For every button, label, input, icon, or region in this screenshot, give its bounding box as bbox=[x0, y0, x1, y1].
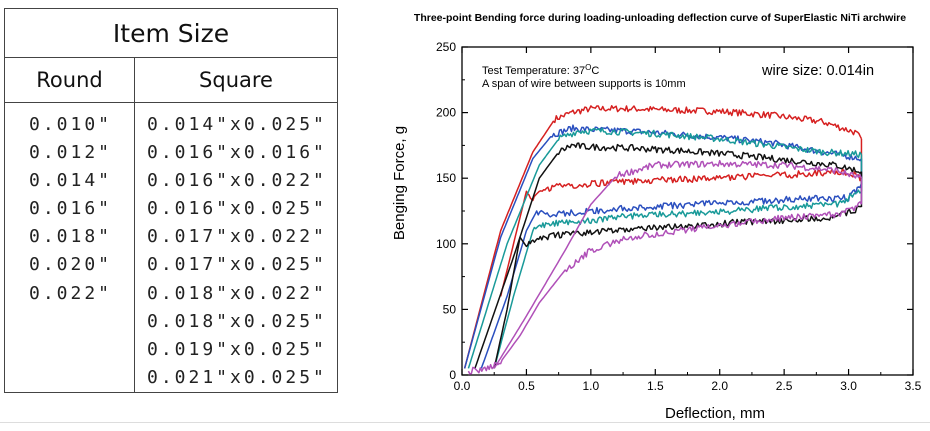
series-4 bbox=[474, 142, 863, 369]
series-3-unloading-line bbox=[493, 189, 862, 369]
series-5-unloading-line bbox=[467, 201, 863, 375]
round-size-item: 0.022" bbox=[29, 282, 113, 304]
temperature-prefix: Test Temperature: 37 bbox=[482, 65, 585, 77]
round-size-item: 0.020" bbox=[29, 254, 113, 276]
square-size-item: 0.021"x0.025" bbox=[147, 366, 327, 388]
square-size-item: 0.018"x0.025" bbox=[147, 310, 327, 332]
annotation-temperature: Test Temperature: 37OC bbox=[482, 63, 599, 77]
square-size-item: 0.016"x0.016" bbox=[147, 142, 327, 164]
series-4-unloading-line bbox=[493, 205, 862, 369]
y-axis-ticks: 0 50 100 150 200 250 bbox=[436, 40, 913, 382]
round-size-item: 0.016" bbox=[29, 198, 113, 220]
y-tick-label: 200 bbox=[436, 106, 456, 120]
x-tick-label: 1.5 bbox=[647, 379, 664, 393]
round-size-item: 0.018" bbox=[29, 226, 113, 248]
series-4-loading-line bbox=[474, 142, 863, 369]
degree-symbol: O bbox=[585, 63, 591, 72]
column-header-square: Square bbox=[134, 57, 338, 103]
round-size-item: 0.014" bbox=[29, 170, 113, 192]
series-3-loading-line bbox=[467, 127, 863, 369]
y-tick-label: 100 bbox=[436, 237, 456, 251]
square-size-item: 0.019"x0.025" bbox=[147, 338, 327, 360]
series-layer bbox=[463, 105, 863, 375]
round-size-list: 0.010" 0.012" 0.014" 0.016" 0.018" 0.020" 0.02… bbox=[5, 103, 134, 308]
series-5-loading-line bbox=[493, 159, 863, 369]
x-tick-label: 2.0 bbox=[711, 379, 728, 393]
x-tick-label: 3.5 bbox=[905, 379, 922, 393]
item-size-table: Item Size Round Square 0.010" 0.012" 0.014… bbox=[4, 8, 338, 393]
square-size-item: 0.014"x0.025" bbox=[147, 114, 327, 135]
round-size-item: 0.010" bbox=[29, 114, 113, 135]
square-size-item: 0.017"x0.022" bbox=[147, 226, 327, 248]
x-axis-ticks: 0.0 0.5 1.0 1.5 2.0 2.5 3.0 3.5 bbox=[454, 47, 922, 393]
y-tick-label: 250 bbox=[436, 40, 456, 54]
square-sizes-cell: 0.014"x0.025" 0.016"x0.016" 0.016"x0.022" 0… bbox=[134, 102, 338, 393]
annotation-span: A span of wire between supports is 10mm bbox=[482, 78, 686, 90]
series-2-unloading-line bbox=[480, 182, 863, 369]
x-tick-label: 0.0 bbox=[454, 379, 471, 393]
y-axis-label: Benging Force, g bbox=[391, 126, 408, 240]
series-1-unloading-line bbox=[499, 168, 863, 297]
x-tick-label: 1.0 bbox=[583, 379, 600, 393]
round-size-item: 0.012" bbox=[29, 142, 113, 164]
bottom-divider bbox=[0, 422, 930, 423]
x-tick-label: 3.0 bbox=[840, 379, 857, 393]
square-size-item: 0.016"x0.022" bbox=[147, 170, 327, 192]
series-5 bbox=[467, 159, 863, 375]
square-size-item: 0.016"x0.025" bbox=[147, 198, 327, 220]
temperature-unit: C bbox=[591, 65, 599, 77]
column-header-round: Round bbox=[4, 57, 135, 103]
bending-force-chart: Three-point Bending force during loading… bbox=[391, 12, 922, 422]
y-tick-label: 0 bbox=[449, 368, 456, 382]
x-tick-label: 2.5 bbox=[776, 379, 793, 393]
chart-title: Three-point Bending force during loading… bbox=[414, 12, 906, 24]
series-2-loading-line bbox=[463, 124, 863, 369]
square-size-item: 0.017"x0.025" bbox=[147, 254, 327, 276]
x-axis-label: Deflection, mm bbox=[665, 405, 765, 422]
square-size-list: 0.014"x0.025" 0.016"x0.016" 0.016"x0.022" 0… bbox=[135, 103, 337, 392]
round-sizes-cell: 0.010" 0.012" 0.014" 0.016" 0.018" 0.020" 0.02… bbox=[4, 102, 135, 393]
y-tick-label: 150 bbox=[436, 171, 456, 185]
series-1-loading-line bbox=[463, 105, 863, 369]
x-tick-label: 0.5 bbox=[518, 379, 535, 393]
table-title: Item Size bbox=[4, 8, 338, 58]
annotation-wire-size: wire size: 0.014in bbox=[761, 63, 874, 79]
square-size-item: 0.018"x0.022" bbox=[147, 282, 327, 304]
y-tick-label: 50 bbox=[443, 302, 457, 316]
